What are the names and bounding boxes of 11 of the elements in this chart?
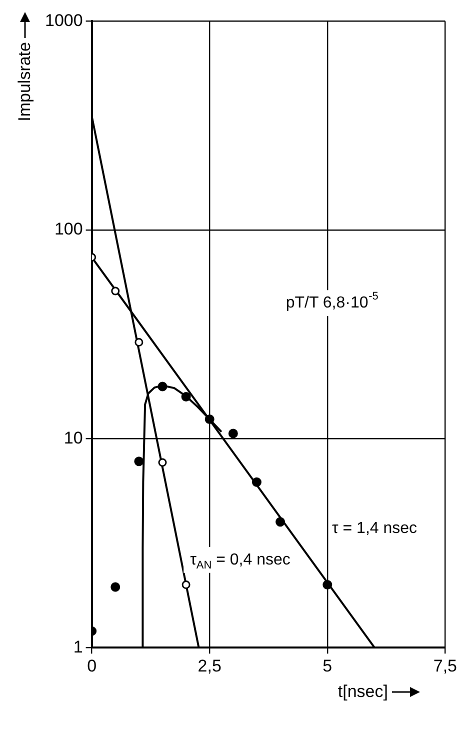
y-tick-label: 100 xyxy=(54,220,83,239)
x-tick-label: 5 xyxy=(322,656,332,676)
y-tick-label: 1 xyxy=(73,637,83,656)
x-tick-label: 0 xyxy=(87,656,97,676)
y-tick-label: 10 xyxy=(64,428,83,448)
y-axis-title: Impulsrate xyxy=(15,42,35,122)
annotation: τ = 1,4 nsec xyxy=(332,520,418,537)
y-tick-label: 1000 xyxy=(44,10,83,30)
x-axis-title: t[nsec] xyxy=(338,682,388,702)
x-tick-label: 7,5 xyxy=(433,656,458,676)
x-tick-label: 2,5 xyxy=(198,656,222,676)
